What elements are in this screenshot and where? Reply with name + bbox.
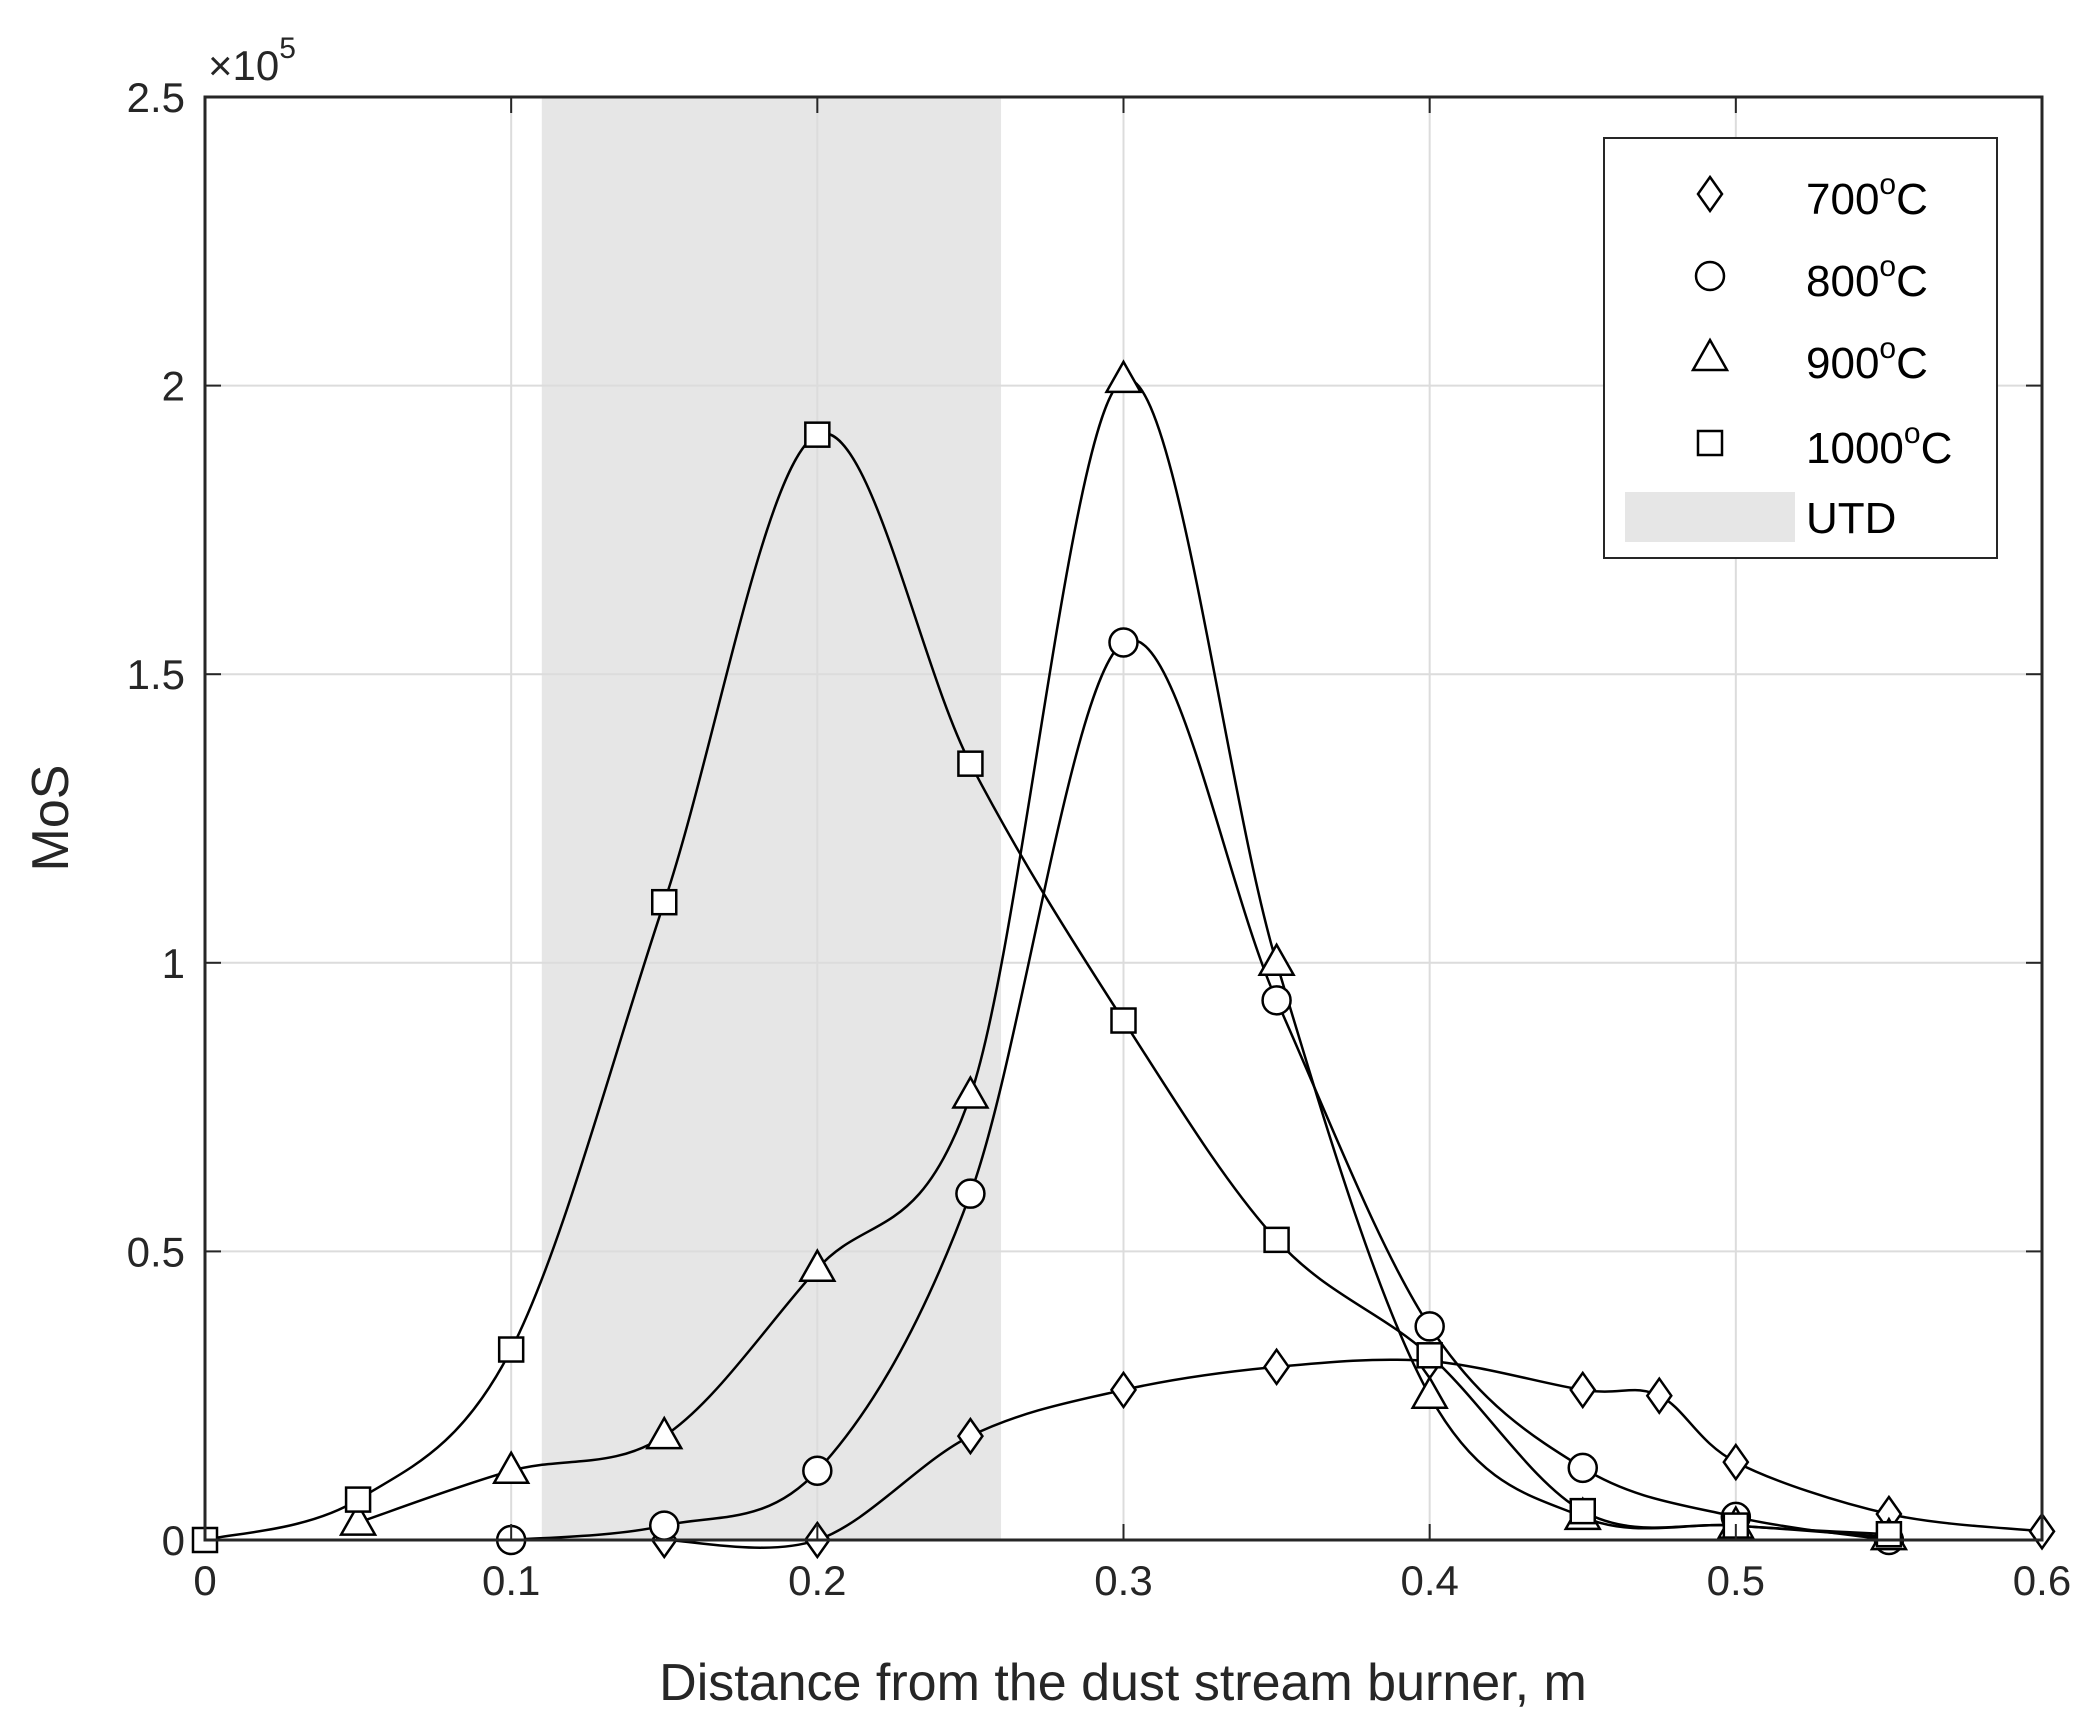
data-point-900 <box>492 1450 531 1484</box>
legend-marker-800 <box>1694 260 1726 292</box>
data-point-900 <box>798 1248 837 1282</box>
legend-unit: C <box>1896 175 1928 224</box>
data-point-1000 <box>344 1486 372 1513</box>
data-point-1000 <box>1110 1007 1137 1034</box>
legend-unit: C <box>1896 257 1928 306</box>
legend-value: 900 <box>1806 339 1879 388</box>
data-point-900 <box>1410 1375 1449 1409</box>
y-tick-label: 0 <box>162 1517 185 1564</box>
data-point-700 <box>956 1416 984 1456</box>
data-point-800 <box>955 1178 986 1209</box>
data-point-1000 <box>651 888 678 916</box>
legend-degree: o <box>1879 168 1896 201</box>
data-point-900 <box>338 1502 378 1536</box>
data-point-1000 <box>1569 1497 1596 1525</box>
data-point-1000 <box>804 421 831 448</box>
x-tick-label: 0.3 <box>1094 1557 1152 1604</box>
data-point-900 <box>645 1415 684 1450</box>
legend-swatch-utd <box>1625 492 1795 542</box>
x-tick-label: 0.5 <box>1707 1557 1765 1604</box>
y-tick-label: 1.5 <box>127 651 185 698</box>
legend-degree: o <box>1879 250 1896 283</box>
legend-unit: C <box>1921 424 1953 473</box>
data-point-900 <box>1257 942 1296 977</box>
legend-marker-1000 <box>1696 429 1724 457</box>
y-exponent-label: ×105 <box>208 32 296 89</box>
data-point-1000 <box>957 750 984 777</box>
data-point-700 <box>1722 1442 1750 1482</box>
data-point-800 <box>1567 1452 1598 1484</box>
legend-marker-900 <box>1690 337 1730 372</box>
legend-label-700: 700oC <box>1806 168 1928 224</box>
data-point-700 <box>1645 1376 1673 1415</box>
legend-degree: o <box>1879 332 1896 365</box>
data-point-800 <box>649 1510 680 1541</box>
legend-unit: C <box>1896 339 1928 388</box>
legend-value: 1000 <box>1806 424 1904 473</box>
data-point-1000 <box>1416 1342 1443 1369</box>
exponent-power: 5 <box>279 32 296 65</box>
legend-label-utd: UTD <box>1806 494 1896 543</box>
data-point-1000 <box>1875 1520 1903 1548</box>
data-point-1000 <box>497 1336 525 1363</box>
x-tick-label: 0.2 <box>788 1557 846 1604</box>
data-point-800 <box>1108 627 1139 658</box>
legend-box <box>1603 137 1998 559</box>
y-tick-label: 0.5 <box>127 1228 185 1275</box>
data-point-700 <box>1569 1370 1597 1410</box>
legend-value: 800 <box>1806 257 1879 306</box>
x-tick-label: 0 <box>193 1557 216 1604</box>
data-point-900 <box>1104 359 1143 394</box>
legend-label-800: 800oC <box>1806 250 1928 306</box>
x-tick-label: 0.4 <box>1400 1557 1458 1604</box>
y-axis-label: MoS <box>22 765 80 872</box>
legend-marker-700 <box>1696 174 1724 214</box>
legend-value: 700 <box>1806 175 1879 224</box>
utd-shaded-region <box>541 97 1002 1540</box>
series-markers <box>191 359 2056 1560</box>
data-point-800 <box>802 1455 833 1486</box>
x-axis-label: Distance from the dust stream burner, m <box>659 1654 1587 1712</box>
y-tick-label: 2.5 <box>127 74 185 121</box>
legend-label-900: 900oC <box>1806 332 1928 388</box>
data-point-800 <box>1414 1311 1445 1342</box>
data-point-700 <box>1109 1370 1138 1410</box>
series-line-700 <box>664 1358 2043 1549</box>
exponent-base: ×10 <box>208 42 279 89</box>
y-tick-label: 1 <box>162 940 185 987</box>
legend-degree: o <box>1904 417 1921 450</box>
data-point-900 <box>951 1075 990 1109</box>
x-tick-label: 0.6 <box>2013 1557 2071 1604</box>
y-tick-label: 2 <box>162 363 185 410</box>
data-point-700 <box>1263 1347 1291 1387</box>
legend-label-1000: 1000oC <box>1806 417 1952 473</box>
x-tick-label: 0.1 <box>482 1557 540 1604</box>
axis-ticks: 0 0.1 0.2 0.3 0.4 0.5 0.6 0 0.5 1 1.5 2 2.5 <box>127 74 2072 1604</box>
data-point-1000 <box>1263 1226 1290 1254</box>
data-point-800 <box>1261 985 1292 1016</box>
